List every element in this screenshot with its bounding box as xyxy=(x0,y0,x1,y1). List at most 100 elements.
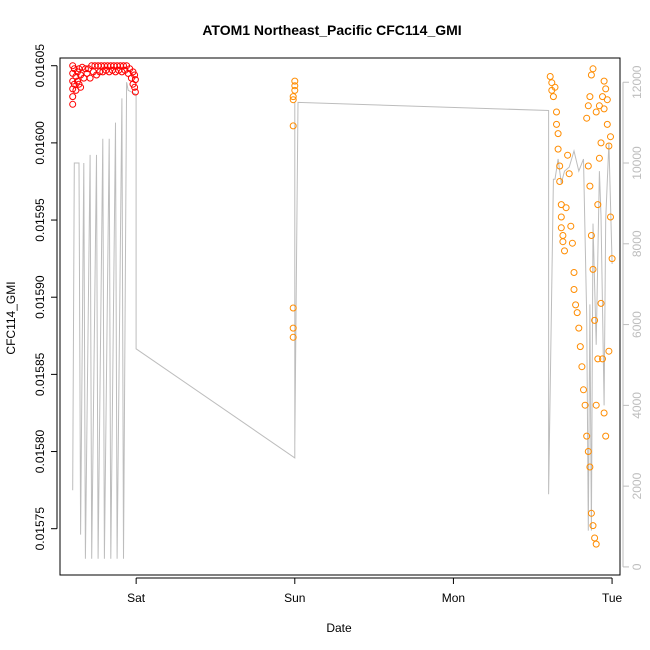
data-point xyxy=(72,73,80,80)
data-point xyxy=(81,65,89,73)
data-point xyxy=(289,96,297,104)
data-point xyxy=(289,122,297,130)
data-point xyxy=(607,213,614,221)
data-point xyxy=(96,68,104,76)
chart-title: ATOM1 Northeast_Pacific CFC114_GMI xyxy=(202,22,461,38)
data-point xyxy=(584,448,592,455)
y-right-tick-label: 4000 xyxy=(630,392,644,419)
data-point xyxy=(607,133,614,141)
data-point xyxy=(602,85,610,93)
data-point xyxy=(291,82,299,90)
data-point xyxy=(586,93,594,101)
data-point xyxy=(567,222,575,230)
data-point xyxy=(594,355,602,363)
altitude-line-group xyxy=(72,82,613,559)
x-axis-label: Date xyxy=(326,621,352,635)
data-point xyxy=(599,355,606,363)
data-point xyxy=(553,108,560,116)
data-point xyxy=(592,401,600,409)
data-point xyxy=(546,73,554,80)
y-right-tick-label: 10000 xyxy=(630,146,644,180)
data-point xyxy=(568,239,576,247)
data-point xyxy=(69,93,77,101)
data-point xyxy=(576,343,584,351)
data-point xyxy=(131,83,139,91)
data-point xyxy=(591,316,599,324)
y-tick-label: 0.01600 xyxy=(33,121,47,165)
data-point xyxy=(78,63,86,71)
data-point xyxy=(131,71,139,79)
data-point xyxy=(595,102,603,110)
data-point xyxy=(608,255,616,263)
data-point xyxy=(584,102,592,110)
data-point xyxy=(72,86,80,94)
data-point xyxy=(605,142,613,150)
data-point xyxy=(289,93,297,101)
data-point xyxy=(595,154,603,162)
y-tick-label: 0.01585 xyxy=(33,352,47,396)
x-tick-label: Sun xyxy=(284,591,305,605)
x-tick-label: Tue xyxy=(602,591,623,605)
data-point xyxy=(600,409,608,417)
y-tick-label: 0.01580 xyxy=(33,429,47,473)
data-point xyxy=(564,151,572,159)
y-right-tick-label: 8000 xyxy=(630,230,644,257)
data-point xyxy=(131,88,139,96)
x-tick-label: Sat xyxy=(127,591,146,605)
data-point xyxy=(581,401,589,409)
data-point xyxy=(289,333,297,341)
x-axis: Sat Sun Mon Tue xyxy=(127,577,623,605)
y-tick-label: 0.01590 xyxy=(33,275,47,319)
data-point xyxy=(562,204,570,212)
data-point xyxy=(553,120,560,128)
data-points-group xyxy=(69,62,616,548)
data-point xyxy=(557,213,565,221)
data-point xyxy=(556,178,564,185)
data-point xyxy=(586,463,594,471)
y-tick-label: 0.01595 xyxy=(33,198,47,242)
data-point xyxy=(69,100,77,108)
data-point xyxy=(587,232,595,239)
data-point xyxy=(131,76,139,84)
data-point xyxy=(602,432,610,440)
data-point xyxy=(591,534,599,542)
y-right-tick-label: 6000 xyxy=(630,311,644,338)
data-point xyxy=(557,224,565,232)
data-point xyxy=(605,347,613,355)
y-axis-left: 0.01575 0.01580 0.01585 0.01590 0.01595 0.016… xyxy=(33,44,58,550)
data-point xyxy=(599,93,606,101)
data-point xyxy=(559,232,567,239)
data-point xyxy=(589,65,597,73)
data-point xyxy=(578,363,586,371)
data-point xyxy=(554,145,562,153)
data-point xyxy=(580,386,587,394)
data-point xyxy=(587,71,595,79)
data-point xyxy=(559,238,567,246)
data-point xyxy=(572,301,580,309)
data-point xyxy=(289,324,297,332)
data-point xyxy=(554,130,562,138)
x-tick-label: Mon xyxy=(442,591,465,605)
data-point xyxy=(597,299,605,307)
data-point xyxy=(603,96,611,104)
data-point xyxy=(600,105,608,113)
data-point xyxy=(589,522,597,530)
data-point xyxy=(86,74,94,82)
data-point xyxy=(557,201,565,209)
data-point xyxy=(597,139,605,147)
data-point xyxy=(573,309,581,317)
data-point xyxy=(589,265,597,273)
data-point xyxy=(556,162,564,170)
data-point xyxy=(83,69,91,77)
data-point xyxy=(603,120,611,128)
data-point xyxy=(600,77,608,85)
data-point xyxy=(592,108,600,116)
data-point xyxy=(548,79,556,87)
data-point xyxy=(565,170,573,178)
data-point xyxy=(561,247,568,255)
y-right-tick-label: 0 xyxy=(630,563,644,570)
data-point xyxy=(69,85,77,93)
data-point xyxy=(592,540,600,548)
data-point xyxy=(583,432,591,440)
data-point xyxy=(77,83,85,91)
